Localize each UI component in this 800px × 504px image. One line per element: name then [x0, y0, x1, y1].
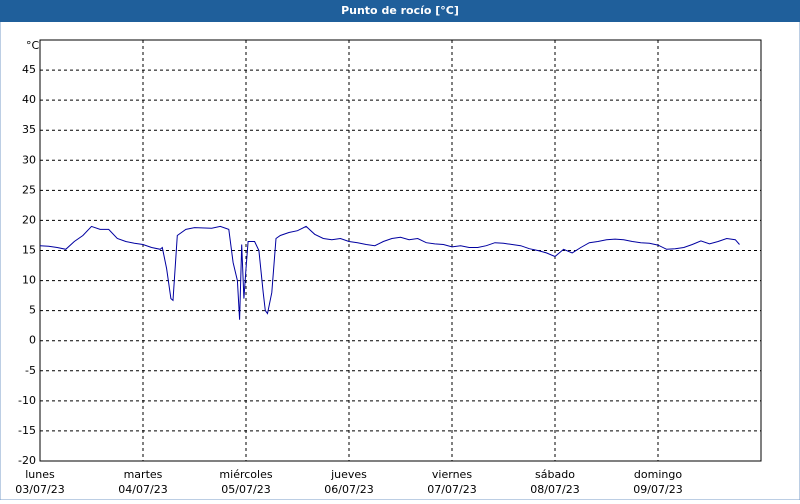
y-tick-label: -15 — [18, 424, 36, 437]
x-tick-date: 09/07/23 — [633, 483, 682, 496]
y-tick-label: 15 — [22, 244, 36, 257]
x-tick-label: miércoles — [219, 468, 272, 481]
chart-title: Punto de rocío [°C] — [341, 4, 459, 17]
y-tick-label: 30 — [22, 153, 36, 166]
y-label: °C — [26, 39, 40, 52]
y-tick-label: 0 — [29, 334, 36, 347]
y-tick-label: 40 — [22, 93, 36, 106]
x-tick-label: martes — [124, 468, 163, 481]
y-tick-label: 25 — [22, 183, 36, 196]
x-tick-label: sábado — [535, 468, 575, 481]
y-tick-label: 10 — [22, 274, 36, 287]
y-tick-label: 45 — [22, 63, 36, 76]
x-tick-label: viernes — [432, 468, 472, 481]
x-tick-date: 08/07/23 — [530, 483, 579, 496]
x-tick-date: 07/07/23 — [427, 483, 476, 496]
data-line — [39, 225, 740, 320]
x-tick-date: 06/07/23 — [324, 483, 373, 496]
x-tick-label: jueves — [330, 468, 367, 481]
x-tick-label: lunes — [25, 468, 55, 481]
y-tick-label: 5 — [29, 304, 36, 317]
x-tick-label: domingo — [634, 468, 682, 481]
y-tick-label: -10 — [18, 394, 36, 407]
x-tick-date: 04/07/23 — [118, 483, 167, 496]
y-tick-label: 35 — [22, 123, 36, 136]
x-tick-date: 05/07/23 — [221, 483, 270, 496]
y-tick-label: -20 — [18, 454, 36, 467]
y-tick-label: -5 — [25, 364, 36, 377]
title-bar — [0, 0, 800, 22]
y-tick-label: 20 — [22, 213, 36, 226]
x-tick-date: 03/07/23 — [15, 483, 64, 496]
